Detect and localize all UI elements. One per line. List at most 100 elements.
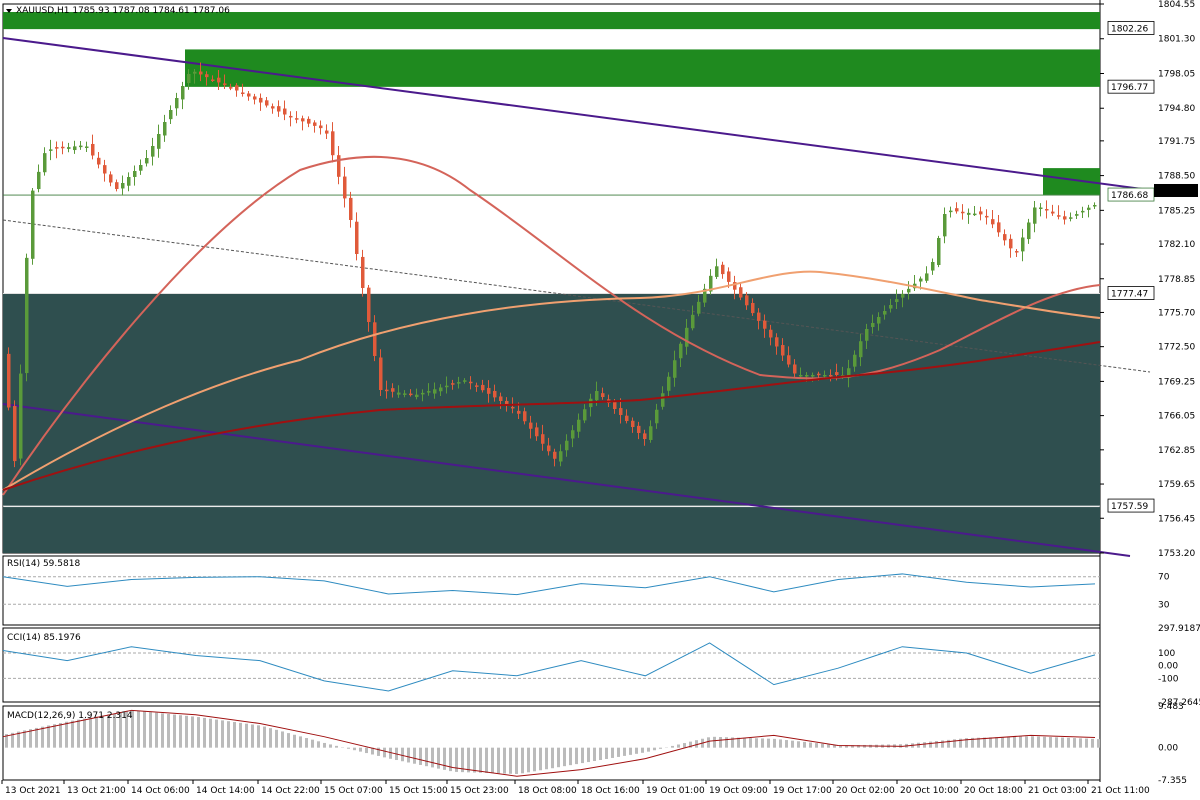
candle-body <box>835 372 839 375</box>
macd-histogram-bar <box>491 747 494 774</box>
macd-histogram-bar <box>953 739 956 748</box>
cci-tick: 0.00 <box>1158 662 1178 672</box>
macd-histogram-bar <box>407 747 410 763</box>
macd-histogram-bar <box>173 714 176 748</box>
candle-body <box>673 360 677 378</box>
time-axis-label: 21 Oct 03:00 <box>1028 786 1087 796</box>
candle-body <box>319 125 323 129</box>
macd-histogram-bar <box>371 747 374 755</box>
candle-body <box>325 130 329 134</box>
macd-histogram-bar <box>959 738 962 748</box>
candle-body <box>61 146 65 149</box>
candle-body <box>781 345 785 356</box>
time-axis-label: 20 Oct 18:00 <box>964 786 1023 796</box>
candle-body <box>271 106 275 109</box>
macd-histogram-bar <box>275 729 278 748</box>
candle-body <box>787 355 791 365</box>
macd-histogram-bar <box>797 741 800 748</box>
candle-body <box>745 295 749 306</box>
macd-histogram-bar <box>533 747 536 772</box>
candle-body <box>475 385 479 387</box>
candle-body <box>355 221 359 254</box>
candle-body <box>463 380 467 382</box>
macd-histogram-bar <box>575 747 578 765</box>
time-axis-label: 21 Oct 11:00 <box>1091 786 1150 796</box>
macd-histogram-bar <box>53 724 56 748</box>
macd-histogram-bar <box>479 747 482 773</box>
macd-histogram-bar <box>1067 737 1070 748</box>
time-axis-label: 20 Oct 10:00 <box>900 786 959 796</box>
candle-body <box>613 401 617 409</box>
candle-body <box>121 183 125 189</box>
price-axis-label: 1794.80 <box>1158 104 1195 114</box>
macd-histogram-bar <box>227 721 230 748</box>
candle-body <box>1033 207 1037 224</box>
candle-body <box>931 262 935 271</box>
candle-body <box>985 215 989 218</box>
candle-body <box>535 427 539 437</box>
candle-body <box>697 301 701 314</box>
candle-body <box>979 211 983 215</box>
time-axis-label: 20 Oct 02:00 <box>836 786 895 796</box>
macd-histogram-bar <box>923 742 926 748</box>
cci-tick: 100 <box>1158 649 1175 659</box>
candle-body <box>769 329 773 338</box>
lower-zone <box>3 507 1100 553</box>
macd-histogram-bar <box>839 745 842 748</box>
price-axis-label: 1766.05 <box>1158 412 1195 422</box>
candle-body <box>493 390 497 398</box>
macd-histogram-bar <box>461 747 464 773</box>
macd-histogram-bar <box>791 740 794 748</box>
macd-histogram-bar <box>305 738 308 748</box>
macd-histogram-bar <box>1079 738 1082 748</box>
time-axis-label: 14 Oct 06:00 <box>131 786 190 796</box>
macd-histogram-bar <box>419 747 422 765</box>
macd-histogram-bar <box>1043 736 1046 748</box>
macd-histogram-bar <box>125 711 128 748</box>
macd-histogram-bar <box>1001 737 1004 748</box>
candle-body <box>133 171 137 177</box>
macd-histogram-bar <box>947 739 950 748</box>
candle-body <box>1015 251 1019 253</box>
candle-body <box>637 425 641 433</box>
price-axis-label: 1756.45 <box>1158 514 1195 524</box>
macd-histogram-bar <box>647 747 650 752</box>
macd-histogram-bar <box>779 739 782 748</box>
macd-histogram-bar <box>215 719 218 748</box>
candle-body <box>553 451 557 459</box>
candle-body <box>241 92 245 94</box>
macd-histogram-bar <box>515 747 518 774</box>
candle-body <box>661 393 665 407</box>
macd-histogram-bar <box>737 737 740 748</box>
candle-body <box>823 375 827 377</box>
macd-histogram-bar <box>773 738 776 748</box>
macd-histogram-bar <box>683 743 686 748</box>
candle-body <box>187 74 191 84</box>
level-label: 1777.47 <box>1111 290 1148 300</box>
macd-histogram-bar <box>425 747 428 767</box>
level-label: 1802.26 <box>1111 24 1148 34</box>
candle-body <box>31 190 35 259</box>
candle-body <box>739 287 743 298</box>
macd-histogram-bar <box>179 715 182 748</box>
candle-body <box>259 97 263 103</box>
macd-histogram-bar <box>203 717 206 748</box>
candle-body <box>1009 238 1013 249</box>
candle-body <box>601 393 605 397</box>
candle-body <box>631 420 635 427</box>
macd-histogram-bar <box>731 737 734 748</box>
upper-trendline <box>2 37 1151 191</box>
level-label-box <box>1107 498 1155 513</box>
candle-body <box>649 426 653 440</box>
macd-histogram-bar <box>347 747 350 749</box>
candle-body <box>115 182 119 189</box>
macd-histogram-bar <box>1049 737 1052 748</box>
candle-body <box>229 87 233 89</box>
candle-body <box>235 85 239 91</box>
macd-histogram-bar <box>503 747 506 774</box>
candle-body <box>907 288 911 293</box>
macd-histogram-bar <box>1061 737 1064 748</box>
candle-body <box>127 177 131 186</box>
